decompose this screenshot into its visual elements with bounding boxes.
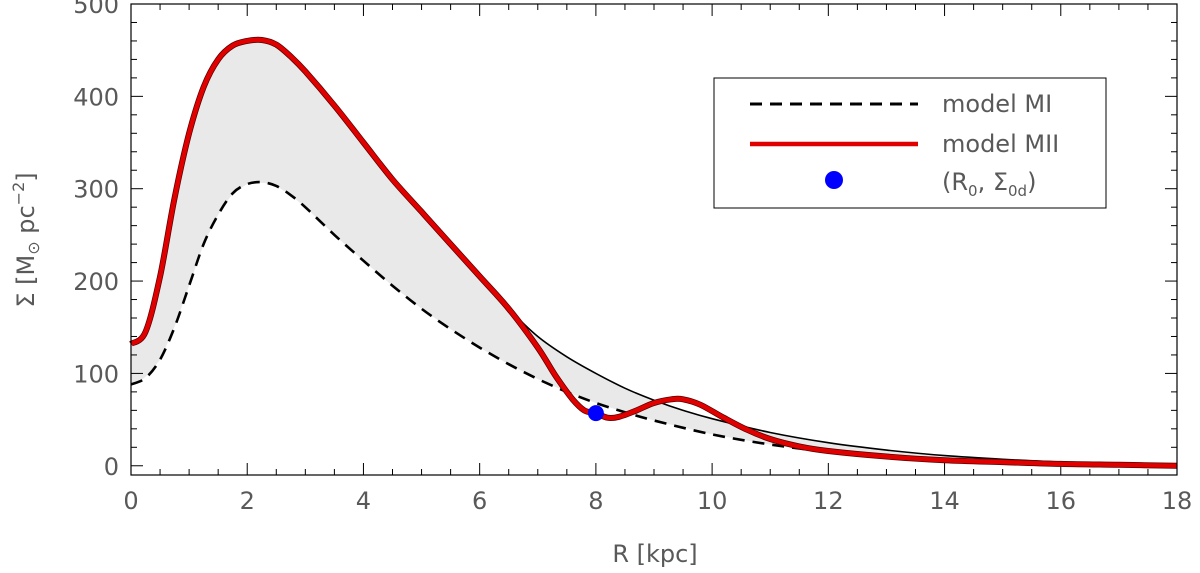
legend: model MI model MII (R0, Σ0d)	[713, 77, 1107, 209]
y-tick-label: 100	[73, 360, 119, 388]
y-axis-label-exp: −2	[9, 182, 28, 206]
x-tick-label: 0	[123, 487, 138, 515]
series-model-mii-line	[129, 37, 1178, 469]
y-axis-label: Σ [M⊙ pc−2]	[9, 172, 43, 307]
series-model-mi-line	[130, 180, 1178, 468]
svg-text:Σ [M⊙ pc−2]: Σ [M⊙ pc−2]	[9, 172, 43, 307]
series-layer	[129, 36, 1178, 469]
axis-ticks	[130, 3, 1178, 475]
x-tick-label: 8	[588, 487, 603, 515]
x-tick-label: 6	[472, 487, 487, 515]
x-tick-label: 2	[240, 487, 255, 515]
x-tick-label: 14	[929, 487, 960, 515]
y-axis-label-main: Σ [M	[12, 255, 40, 308]
point-r0-sigma0d	[587, 405, 604, 422]
y-tick-label: 200	[73, 268, 119, 296]
y-tick-label: 500	[73, 0, 119, 19]
x-tick-label: 4	[356, 487, 371, 515]
y-tick-label: 300	[73, 176, 119, 204]
x-tick-label: 16	[1046, 487, 1077, 515]
y-tick-label: 0	[104, 453, 119, 481]
legend-label-point: (R0, Σ0d)	[942, 168, 1036, 200]
x-tick-label: 18	[1162, 487, 1193, 515]
y-axis-label-unit: pc	[12, 205, 40, 241]
plot-frame	[130, 3, 1178, 476]
x-tick-label: 12	[813, 487, 844, 515]
legend-label-model-mi: model MI	[942, 90, 1052, 118]
x-tick-label: 10	[697, 487, 728, 515]
y-tick-label: 400	[73, 83, 119, 111]
shaded-region	[131, 40, 1177, 466]
x-axis-label: R [kpc]	[612, 540, 697, 568]
legend-marker-point	[825, 171, 843, 189]
uncertainty-band	[131, 40, 1177, 466]
legend-label-model-mii: model MII	[942, 130, 1059, 158]
tick-labels: 0 2 4 6 8 10 12 14 16 18 0 100 200 300 400 500	[73, 0, 1192, 515]
y-axis-label-close: ]	[12, 172, 40, 181]
y-axis-label-sun: ⊙	[24, 241, 43, 254]
